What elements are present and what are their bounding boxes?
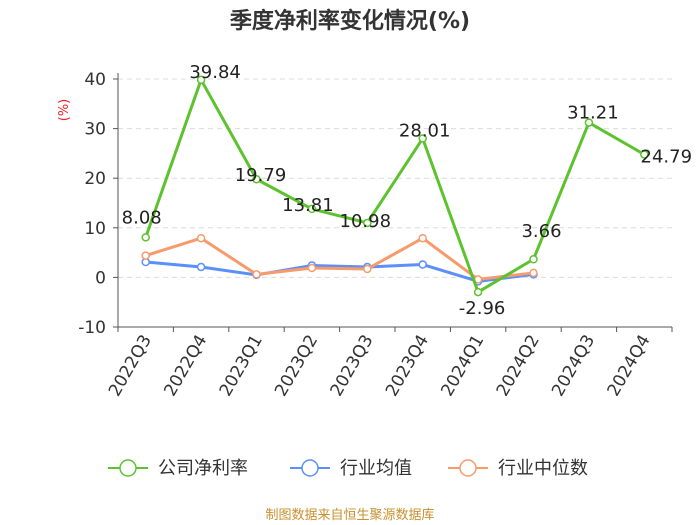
data-point-series-2 — [529, 268, 538, 278]
x-axis-ticks: 2022Q3 2022Q4 2023Q1 2023Q2 2023Q3 2023Q4 2024… — [105, 331, 655, 399]
series-lines — [141, 75, 649, 297]
source-note: 制图数据来自恒生聚源数据库 — [265, 507, 434, 523]
y-tick-label: -10 — [78, 318, 106, 338]
legend-swatch-marker — [459, 459, 477, 477]
chart-title: 季度净利率变化情况(%) — [230, 8, 470, 34]
data-point-series-0 — [584, 118, 594, 127]
gridlines — [118, 78, 672, 278]
legend-item-1[interactable]: 行业均值 — [290, 458, 412, 479]
y-tick-label: 30 — [84, 120, 106, 140]
data-label: 19.79 — [235, 165, 287, 186]
data-point-series-0 — [418, 134, 427, 143]
data-point-series-1 — [196, 262, 206, 272]
data-point-series-2 — [363, 264, 372, 274]
data-label: 8.08 — [122, 207, 162, 228]
series-line-0 — [144, 78, 646, 294]
x-tick-label: 2024Q4 — [604, 332, 655, 400]
data-point-series-2 — [307, 263, 317, 273]
legend-swatch-marker — [301, 459, 319, 477]
legend-item-0[interactable]: 公司净利率 — [108, 458, 248, 479]
data-label: 24.79 — [641, 146, 693, 167]
y-tick-label: 40 — [84, 70, 106, 90]
data-label: 39.84 — [189, 62, 241, 83]
legend-label: 行业中位数 — [498, 458, 588, 479]
legend-label: 公司净利率 — [158, 458, 248, 479]
data-point-series-2 — [418, 233, 427, 243]
legend-item-2[interactable]: 行业中位数 — [448, 458, 588, 479]
x-tick-label: 2022Q3 — [105, 332, 156, 400]
data-point-series-0 — [307, 204, 317, 214]
data-point-series-0 — [363, 218, 372, 228]
x-tick-label: 2023Q2 — [271, 332, 322, 400]
y-axis-unit-label: (%) — [57, 99, 72, 122]
data-point-series-0 — [141, 233, 150, 242]
y-axis-ticks: -10 0 10 20 30 40 — [78, 70, 106, 338]
x-tick-label: 2022Q4 — [160, 332, 211, 400]
data-point-series-0 — [196, 75, 206, 85]
x-tick-label: 2024Q2 — [493, 332, 544, 400]
data-point-series-0 — [473, 287, 483, 297]
y-tick-label: 20 — [84, 169, 106, 189]
data-label: -2.96 — [459, 298, 506, 319]
series-line-1 — [145, 260, 534, 283]
data-label: 31.21 — [567, 103, 619, 124]
legend-label: 行业均值 — [340, 458, 412, 479]
data-label: 13.81 — [282, 195, 334, 216]
y-tick-label: 0 — [95, 268, 106, 288]
data-point-series-0 — [252, 174, 261, 184]
axes — [113, 73, 673, 332]
data-point-series-2 — [252, 270, 261, 279]
data-label: 3.66 — [521, 221, 561, 242]
x-tick-label: 2023Q1 — [216, 332, 267, 400]
data-point-series-0 — [640, 150, 649, 159]
legend-swatch-marker — [119, 459, 137, 477]
data-label: 10.98 — [340, 211, 392, 232]
data-point-series-0 — [529, 254, 538, 264]
data-label: 28.01 — [399, 120, 451, 141]
x-tick-label: 2024Q3 — [548, 332, 599, 400]
x-tick-label: 2024Q1 — [437, 331, 488, 399]
x-tick-label: 2023Q3 — [327, 332, 378, 400]
y-tick-label: 10 — [84, 219, 106, 239]
series-line-2 — [145, 236, 534, 281]
x-tick-label: 2023Q4 — [382, 332, 433, 400]
data-point-series-2 — [141, 251, 150, 260]
legend[interactable]: 公司净利率 行业均值 行业中位数 — [108, 458, 588, 479]
data-point-series-2 — [196, 233, 206, 243]
data-labels: 8.08 39.84 19.79 13.81 10.98 28.01 -2.96 3.66 31… — [122, 62, 692, 319]
data-point-series-1 — [418, 260, 427, 269]
